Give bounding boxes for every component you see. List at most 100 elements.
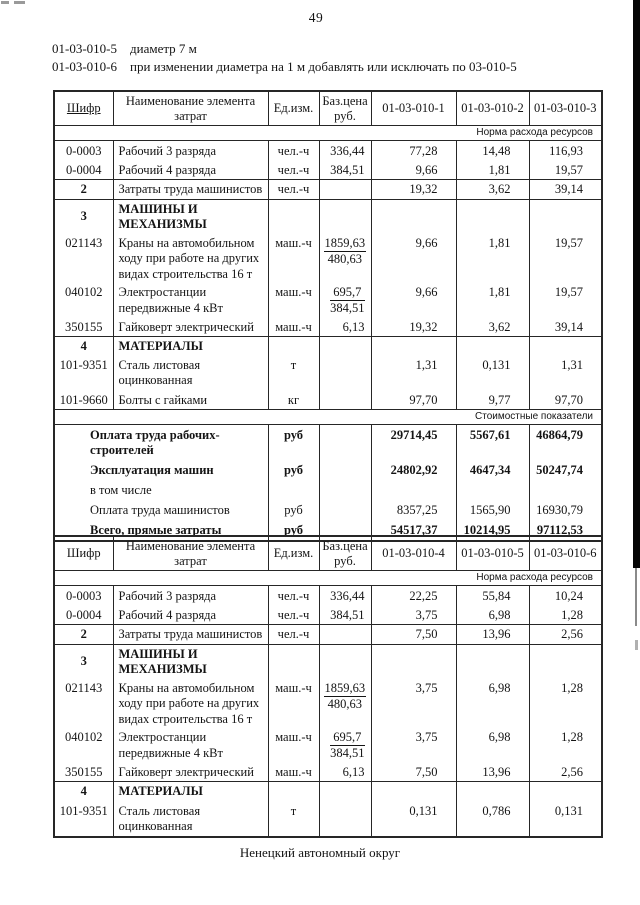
row-base-price: 384,51 bbox=[318, 605, 371, 625]
row-base-price bbox=[318, 336, 371, 356]
row-value: 0,131 bbox=[528, 800, 602, 837]
note-row: Норма расхода ресурсов bbox=[54, 125, 602, 141]
row-value: 1,28 bbox=[528, 678, 602, 728]
table-header-row: Шифр Наименование элемента затрат Ед.изм… bbox=[54, 91, 602, 126]
summary-unit bbox=[267, 480, 319, 500]
note-resources: Норма расхода ресурсов bbox=[54, 570, 602, 586]
row-value: 9,77 bbox=[455, 389, 529, 410]
row-value: 9,66 bbox=[370, 233, 456, 283]
region-footer: Ненецкий автономный округ bbox=[239, 845, 401, 860]
row-unit bbox=[267, 643, 319, 679]
row-code: 0-0004 bbox=[66, 607, 102, 622]
table-row: 0-0003 Рабочий 3 разряда чел.-ч 336,44 7… bbox=[54, 140, 602, 161]
norm-intro: 01-03-010-5 диаметр 7 м 01-03-010-6 при … bbox=[52, 40, 517, 76]
row-base-price: 1859,63 480,63 bbox=[318, 678, 371, 728]
row-unit: маш.-ч bbox=[267, 233, 319, 283]
row-value bbox=[455, 643, 529, 679]
row-value: 0,786 bbox=[455, 800, 529, 837]
row-base-price bbox=[318, 800, 371, 837]
row-code: 101-9660 bbox=[59, 392, 108, 407]
row-name: Болты с гайками bbox=[112, 389, 268, 410]
row-unit: чел.-ч bbox=[267, 624, 319, 644]
table-row: 2 Затраты труда машинистов чел.-ч 7,50 1… bbox=[54, 624, 602, 644]
header-code: Шифр bbox=[54, 91, 113, 126]
summary-value: 29714,45 bbox=[370, 424, 456, 460]
table-row: 0-0004 Рабочий 4 разряда чел.-ч 384,51 3… bbox=[54, 605, 602, 625]
row-value: 1,81 bbox=[455, 283, 529, 318]
summary-row: в том числе bbox=[54, 480, 602, 500]
summary-row: Эксплуатация машин руб 24802,92 4647,34 … bbox=[54, 460, 602, 480]
table-row: 040102 Электростанции передвижные 4 кВт … bbox=[54, 728, 602, 763]
summary-base bbox=[318, 424, 371, 460]
row-value: 2,56 bbox=[528, 762, 602, 782]
row-value bbox=[370, 781, 456, 801]
row-value: 13,96 bbox=[455, 624, 529, 644]
row-base-price: 695,7 384,51 bbox=[318, 283, 371, 318]
table-row: 021143 Краны на автомобильном ходу при р… bbox=[54, 233, 602, 283]
row-code: 2 bbox=[54, 624, 113, 644]
row-code: 021143 bbox=[65, 680, 103, 695]
row-code: 0-0003 bbox=[66, 589, 102, 603]
section-name: МАШИНЫ И МЕХАНИЗМЫ bbox=[112, 643, 268, 679]
table-row: 350155 Гайковерт электрический маш.-ч 6,… bbox=[54, 762, 602, 782]
table-header-row: Шифр Наименование элемента затрат Ед.изм… bbox=[54, 536, 602, 571]
row-name: Гайковерт электрический bbox=[112, 317, 268, 337]
base-price-fraction: 1859,63 480,63 bbox=[323, 680, 367, 711]
header-norm-1: 01-03-010-1 bbox=[370, 91, 456, 126]
row-unit: чел.-ч bbox=[267, 140, 319, 161]
section-code: 3 bbox=[54, 198, 113, 234]
row-value: 39,14 bbox=[528, 317, 602, 337]
row-code: 2 bbox=[54, 179, 113, 199]
header-norm-6: 01-03-010-6 bbox=[528, 536, 602, 571]
row-base-price bbox=[318, 643, 371, 679]
norm-line: 01-03-010-5 диаметр 7 м bbox=[52, 40, 517, 58]
scan-artifact-dash bbox=[14, 1, 25, 4]
scan-edge-band bbox=[633, 0, 640, 568]
row-value bbox=[455, 198, 529, 234]
row-value: 1,28 bbox=[528, 728, 602, 763]
summary-value: 5567,61 bbox=[455, 424, 529, 460]
row-unit: маш.-ч bbox=[267, 762, 319, 782]
row-base-price bbox=[318, 179, 371, 199]
row-name: Сталь листовая оцинкованная bbox=[112, 355, 268, 390]
header-name: Наименование элемента затрат bbox=[112, 91, 268, 126]
row-base-price: 1859,63 480,63 bbox=[318, 233, 371, 283]
summary-label: Оплата труда машинистов bbox=[90, 503, 230, 517]
row-value: 1,31 bbox=[370, 355, 456, 390]
row-value: 3,62 bbox=[455, 179, 529, 199]
row-code: 350155 bbox=[65, 319, 103, 334]
table-row: 101-9351 Сталь листовая оцинкованная т 0… bbox=[54, 800, 602, 837]
section-name: МАТЕРИАЛЫ bbox=[112, 781, 268, 801]
row-value: 116,93 bbox=[528, 140, 602, 161]
row-value: 10,24 bbox=[528, 585, 602, 606]
row-value bbox=[528, 198, 602, 234]
row-name: Затраты труда машинистов bbox=[112, 179, 268, 199]
summary-label: Всего, прямые затраты bbox=[90, 523, 222, 537]
row-value: 1,31 bbox=[528, 355, 602, 390]
summary-label: Оплата труда рабочих-строителей bbox=[90, 428, 220, 457]
row-value: 39,14 bbox=[528, 179, 602, 199]
table-row: 350155 Гайковерт электрический маш.-ч 6,… bbox=[54, 317, 602, 337]
row-value bbox=[370, 198, 456, 234]
row-value: 0,131 bbox=[370, 800, 456, 837]
row-name: Электростанции передвижные 4 кВт bbox=[112, 283, 268, 318]
summary-value: 50247,74 bbox=[528, 460, 602, 480]
summary-value: 1565,90 bbox=[455, 500, 529, 520]
row-value: 19,57 bbox=[528, 160, 602, 180]
note-row: Стоимостные показатели bbox=[54, 409, 602, 425]
norm-description: при изменении диаметра на 1 м добавлять … bbox=[130, 59, 517, 74]
row-value: 9,66 bbox=[370, 160, 456, 180]
row-value bbox=[370, 336, 456, 356]
row-value: 55,84 bbox=[455, 585, 529, 606]
row-unit: маш.-ч bbox=[267, 678, 319, 728]
table-row: 0-0003 Рабочий 3 разряда чел.-ч 336,44 2… bbox=[54, 585, 602, 606]
row-name: Краны на автомобильном ходу при работе н… bbox=[112, 678, 268, 728]
norm-code: 01-03-010-6 bbox=[52, 59, 117, 74]
section-code: 4 bbox=[54, 336, 113, 356]
row-unit bbox=[267, 781, 319, 801]
row-name: Краны на автомобильном ходу при работе н… bbox=[112, 233, 268, 283]
row-name: Рабочий 3 разряда bbox=[112, 140, 268, 161]
header-base-price: Баз.цена руб. bbox=[318, 91, 371, 126]
summary-value: 16930,79 bbox=[528, 500, 602, 520]
